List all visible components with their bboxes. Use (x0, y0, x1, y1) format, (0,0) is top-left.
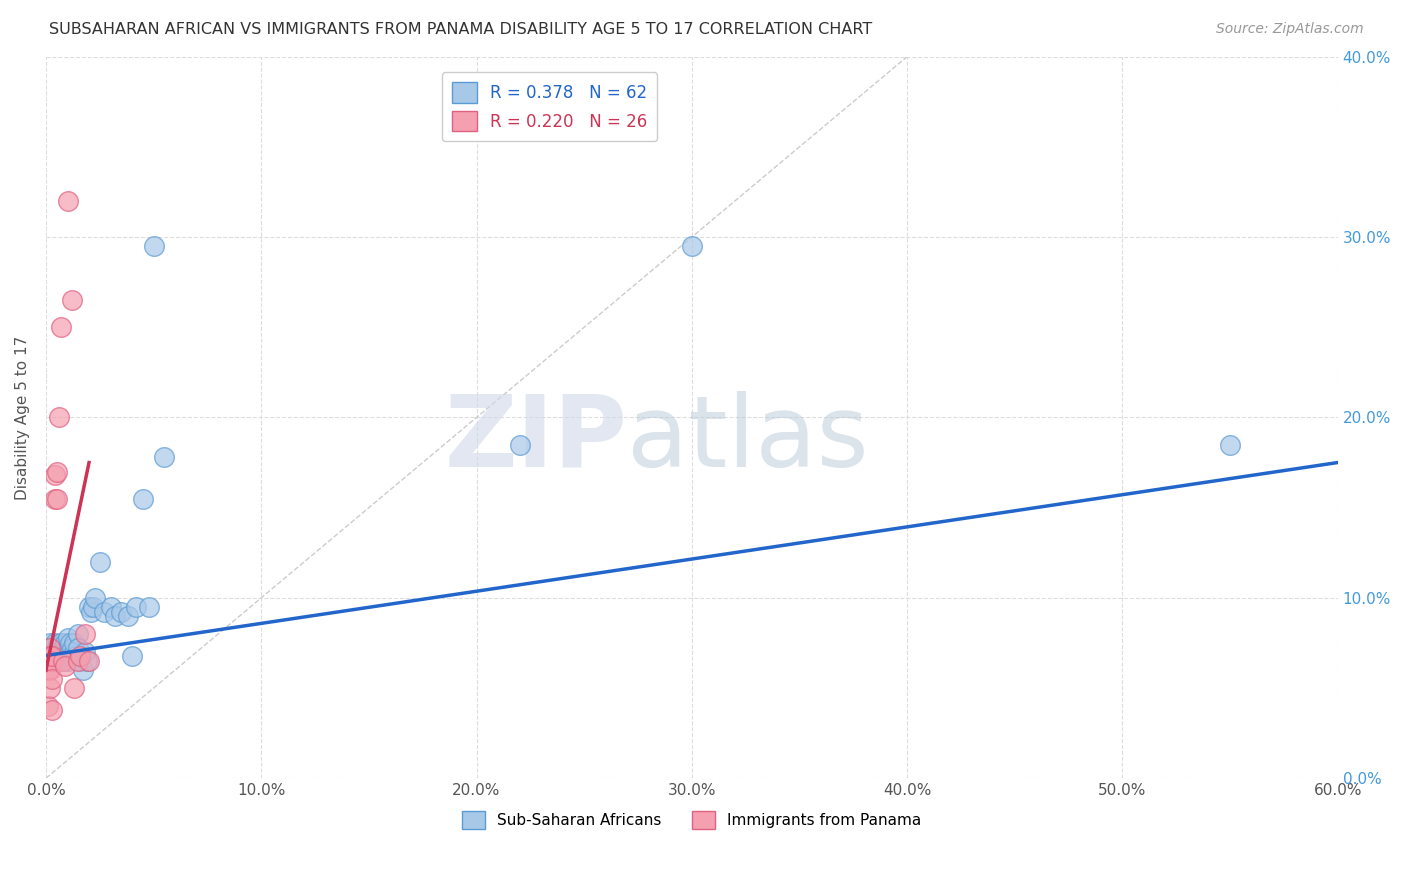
Text: SUBSAHARAN AFRICAN VS IMMIGRANTS FROM PANAMA DISABILITY AGE 5 TO 17 CORRELATION : SUBSAHARAN AFRICAN VS IMMIGRANTS FROM PA… (49, 22, 873, 37)
Point (153, 450, 176, 464)
Point (44, 641, 66, 656)
Point (41, 640, 63, 654)
Point (73, 645, 96, 659)
Point (39, 641, 62, 656)
Point (45, 641, 67, 656)
Point (138, 599, 160, 614)
Point (52, 641, 75, 656)
Point (100, 599, 122, 614)
Point (49, 648, 72, 663)
Point (117, 608, 139, 623)
Point (110, 605, 132, 619)
Point (48, 645, 70, 659)
Point (52, 648, 75, 663)
Point (37, 663, 59, 677)
Point (142, 239, 165, 253)
Point (49, 645, 72, 659)
Point (39, 648, 62, 663)
Point (56, 641, 79, 656)
Point (56, 194, 79, 208)
Text: Source: ZipAtlas.com: Source: ZipAtlas.com (1216, 22, 1364, 37)
Legend: Sub-Saharan Africans, Immigrants from Panama: Sub-Saharan Africans, Immigrants from Pa… (456, 805, 928, 836)
Point (52, 645, 75, 659)
Point (509, 437, 531, 451)
Point (45, 491, 67, 506)
Point (41, 672, 63, 686)
Y-axis label: Disability Age 5 to 17: Disability Age 5 to 17 (15, 335, 30, 500)
Point (41, 654, 63, 668)
Point (39, 648, 62, 663)
Point (49, 320, 72, 334)
Point (65, 648, 87, 663)
Point (53, 636, 76, 650)
Point (48, 641, 70, 656)
Point (67, 641, 90, 656)
Point (89, 555, 111, 569)
Point (67, 654, 90, 668)
Point (121, 648, 143, 663)
Point (49, 636, 72, 650)
Point (63, 636, 86, 650)
Point (44, 636, 66, 650)
Point (76, 654, 98, 668)
Point (41, 645, 63, 659)
Point (37, 699, 59, 714)
Point (48, 654, 70, 668)
Point (41, 703, 63, 717)
Point (132, 491, 155, 506)
Point (37, 645, 59, 659)
Point (80, 605, 103, 619)
Point (59, 645, 82, 659)
Point (44, 648, 66, 663)
Point (59, 636, 82, 650)
Point (39, 681, 62, 695)
Point (69, 654, 91, 668)
Point (60, 293, 83, 308)
Point (63, 645, 86, 659)
Text: atlas: atlas (627, 391, 869, 488)
Point (45, 648, 67, 663)
Point (44, 468, 66, 483)
Point (60, 648, 83, 663)
Point (63, 681, 86, 695)
Point (82, 599, 104, 614)
Point (84, 591, 107, 605)
Point (39, 636, 62, 650)
Point (56, 654, 79, 668)
Point (1219, 437, 1241, 451)
Point (45, 640, 67, 654)
Point (39, 663, 62, 677)
Point (45, 645, 67, 659)
Point (125, 599, 148, 614)
Point (41, 648, 63, 663)
Point (53, 659, 76, 673)
Point (60, 641, 83, 656)
Point (77, 599, 100, 614)
Point (44, 645, 66, 659)
Point (48, 410, 70, 425)
Point (56, 631, 79, 645)
Point (67, 627, 90, 641)
Point (37, 648, 59, 663)
Point (45, 465, 67, 479)
Point (73, 627, 96, 641)
Point (93, 605, 115, 619)
Point (52, 654, 75, 668)
Point (69, 648, 91, 663)
Text: ZIP: ZIP (444, 391, 627, 488)
Point (77, 654, 100, 668)
Point (681, 239, 703, 253)
Point (53, 648, 76, 663)
Point (41, 654, 63, 668)
Point (72, 663, 94, 677)
Point (104, 608, 127, 623)
Point (41, 648, 63, 663)
Point (44, 491, 66, 506)
Point (39, 641, 62, 656)
